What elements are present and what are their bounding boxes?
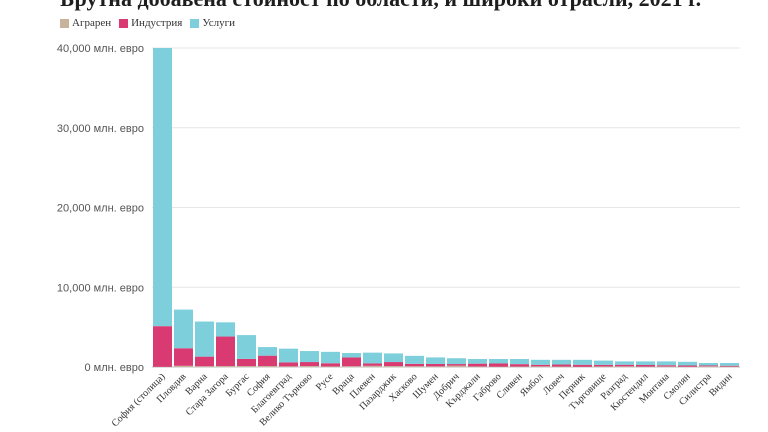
bar-industry[interactable] — [552, 364, 571, 367]
bar-agrarian[interactable] — [384, 366, 403, 367]
x-tick-label: Ямбол — [518, 371, 546, 399]
bar-services[interactable] — [531, 359, 550, 365]
bar-industry[interactable] — [426, 363, 445, 367]
bar-services[interactable] — [363, 352, 382, 364]
bar-services[interactable] — [636, 361, 655, 366]
bar-services[interactable] — [153, 48, 172, 327]
bar-services[interactable] — [720, 363, 739, 366]
bar-services[interactable] — [426, 357, 445, 364]
bar-agrarian[interactable] — [699, 366, 718, 367]
bar-agrarian[interactable] — [405, 366, 424, 367]
bar-industry[interactable] — [678, 365, 697, 367]
bar-industry[interactable] — [216, 336, 235, 367]
legend-label-agrarian: Аграрен — [72, 17, 112, 29]
bar-services[interactable] — [405, 355, 424, 364]
bar-industry[interactable] — [174, 348, 193, 366]
legend-swatch-agrarian — [60, 18, 69, 28]
bar-services[interactable] — [216, 322, 235, 337]
bar-services[interactable] — [510, 359, 529, 365]
bar-services[interactable] — [447, 358, 466, 365]
bar-services[interactable] — [699, 363, 718, 366]
bar-services[interactable] — [615, 361, 634, 365]
bar-services[interactable] — [195, 321, 214, 357]
bar-services[interactable] — [678, 361, 697, 366]
bar-industry[interactable] — [237, 358, 256, 367]
bar-services[interactable] — [384, 353, 403, 363]
legend: Аграрен Индустрия Услуги — [60, 17, 235, 29]
bar-agrarian[interactable] — [321, 366, 340, 367]
bar-services[interactable] — [468, 359, 487, 364]
bar-agrarian[interactable] — [363, 365, 382, 367]
bar-industry[interactable] — [258, 355, 277, 367]
bar-industry[interactable] — [195, 356, 214, 367]
legend-item-agrarian[interactable]: Аграрен — [60, 17, 111, 29]
chart-title: Брутна добавена стойност по области, и ш… — [60, 0, 760, 12]
bar-services[interactable] — [300, 351, 319, 363]
x-tick-label: Видин — [707, 371, 735, 399]
bar-services[interactable] — [279, 348, 298, 363]
bar-agrarian[interactable] — [279, 366, 298, 367]
bar-agrarian[interactable] — [237, 366, 256, 367]
y-tick-label: 10,000 млн. евро — [57, 282, 144, 294]
bar-services[interactable] — [258, 347, 277, 356]
bar-industry[interactable] — [594, 364, 613, 367]
bar-services[interactable] — [174, 309, 193, 349]
bar-industry[interactable] — [699, 365, 718, 367]
bar-industry[interactable] — [636, 365, 655, 367]
bar-agrarian[interactable] — [174, 365, 193, 367]
legend-swatch-services — [190, 18, 200, 28]
bar-services[interactable] — [573, 359, 592, 365]
bar-agrarian[interactable] — [447, 365, 466, 367]
bar-services[interactable] — [342, 353, 361, 358]
bar-industry[interactable] — [300, 362, 319, 367]
y-tick-label: 40,000 млн. евро — [57, 43, 144, 55]
bar-industry[interactable] — [573, 364, 592, 367]
y-tick-label: 30,000 млн. евро — [57, 123, 144, 135]
bar-agrarian[interactable] — [300, 366, 319, 367]
bar-industry[interactable] — [153, 326, 172, 367]
bar-industry[interactable] — [720, 365, 739, 367]
bar-industry[interactable] — [657, 365, 676, 367]
bar-industry[interactable] — [321, 363, 340, 367]
legend-item-industry[interactable]: Индустрия — [119, 17, 182, 29]
bar-agrarian[interactable] — [195, 366, 214, 367]
bar-agrarian[interactable] — [594, 366, 613, 367]
bar-agrarian[interactable] — [342, 366, 361, 367]
bar-industry[interactable] — [384, 362, 403, 367]
bar-industry[interactable] — [468, 363, 487, 367]
bar-agrarian[interactable] — [258, 366, 277, 367]
bar-services[interactable] — [552, 359, 571, 365]
y-tick-label: 20,000 млн. евро — [57, 203, 144, 215]
bar-agrarian[interactable] — [531, 366, 550, 367]
bar-industry[interactable] — [342, 357, 361, 367]
bar-industry[interactable] — [279, 362, 298, 367]
bar-agrarian[interactable] — [468, 366, 487, 367]
bar-industry[interactable] — [447, 364, 466, 366]
bar-industry[interactable] — [363, 363, 382, 366]
bar-agrarian[interactable] — [657, 366, 676, 367]
bar-industry[interactable] — [531, 364, 550, 367]
legend-label-services: Услуги — [202, 17, 236, 29]
legend-item-services[interactable]: Услуги — [190, 17, 235, 29]
bar-industry[interactable] — [510, 364, 529, 367]
bar-services[interactable] — [594, 360, 613, 365]
bar-industry[interactable] — [405, 363, 424, 367]
bar-services[interactable] — [237, 335, 256, 359]
bar-industry[interactable] — [489, 363, 508, 367]
legend-label-industry: Индустрия — [131, 17, 183, 29]
bar-industry[interactable] — [615, 364, 634, 367]
bar-agrarian[interactable] — [216, 366, 235, 367]
legend-swatch-industry — [119, 18, 129, 28]
y-tick-label: 0 млн. евро — [84, 362, 144, 374]
bar-services[interactable] — [489, 359, 508, 364]
bar-services[interactable] — [321, 351, 340, 364]
bar-services[interactable] — [657, 361, 676, 366]
bar-agrarian[interactable] — [615, 366, 634, 367]
bar-agrarian[interactable] — [426, 366, 445, 367]
